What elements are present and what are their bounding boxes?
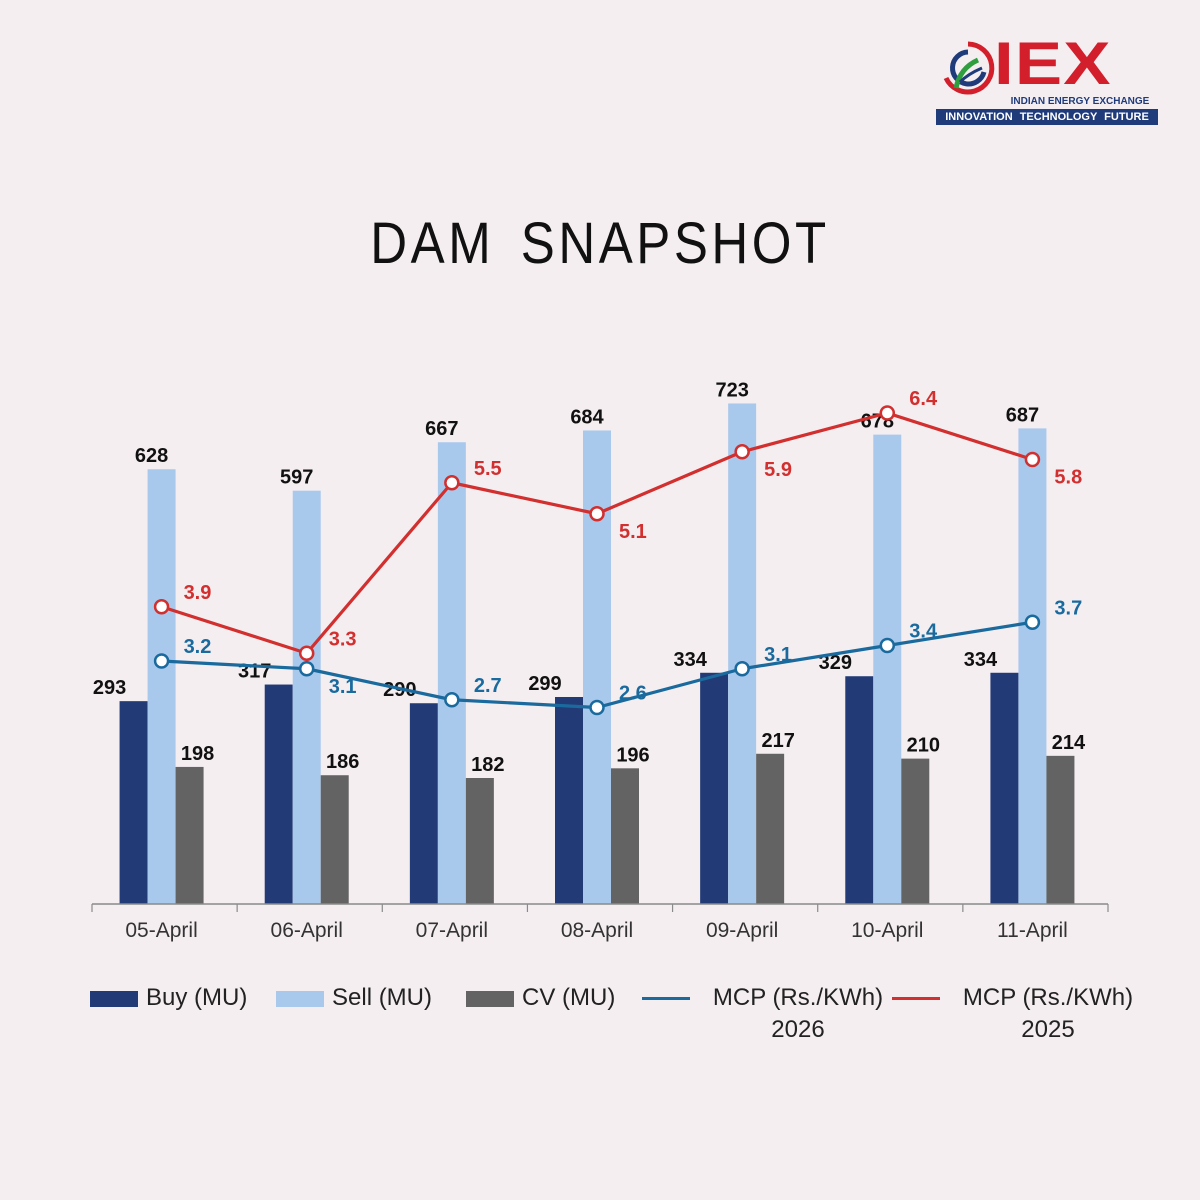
bar-cv-6	[1046, 755, 1075, 904]
legend-label-mcp-2025-line1: MCP (Rs./KWh)	[962, 984, 1134, 1011]
bar-label-buy-4: 334	[673, 649, 707, 671]
line-label-mcp2025-0: 3.9	[184, 582, 212, 604]
bar-sell-1	[292, 490, 321, 904]
x-tick-label-4: 09-April	[706, 919, 778, 942]
legend-label-mcp-2025-line2: 2025	[1021, 1016, 1075, 1043]
bar-cv-2	[465, 778, 494, 904]
x-tick-label-1: 06-April	[271, 919, 343, 942]
bar-buy-3	[555, 697, 583, 904]
bar-buy-0	[119, 701, 148, 904]
bar-buy-6	[990, 672, 1019, 904]
bar-label-cv-6: 214	[1052, 732, 1086, 754]
bar-cv-5	[901, 758, 930, 904]
x-tick-label-0: 05-April	[125, 919, 197, 942]
bar-sell-0	[147, 469, 176, 904]
legend-swatch-buy	[90, 991, 138, 1007]
bar-label-buy-0: 293	[93, 677, 126, 699]
iex-swirl-icon	[943, 41, 995, 95]
line-label-mcp2026-5: 3.4	[909, 621, 938, 643]
line-label-mcp2025-6: 5.8	[1054, 467, 1082, 489]
dam-combo-chart: 05-April 06-April 07-April 08-April 09-April…	[91, 379, 1109, 942]
bar-buy-1	[264, 684, 293, 904]
bar-label-sell-0: 628	[135, 445, 168, 467]
x-tick-label-6: 11-April	[997, 919, 1068, 942]
legend-swatch-cv	[466, 991, 514, 1007]
bar-label-cv-4: 217	[761, 730, 794, 752]
bar-label-cv-2: 182	[471, 754, 504, 776]
bar-cv-3	[611, 768, 639, 904]
legend-swatch-sell	[276, 991, 324, 1007]
bar-sell-2	[437, 442, 466, 904]
bar-label-cv-3: 196	[616, 744, 649, 766]
bar-sell-5	[873, 434, 902, 904]
bar-sell-4	[728, 403, 757, 904]
bar-buy-2	[409, 703, 438, 904]
point-mcp2026-0	[153, 653, 170, 669]
legend-line-mcp-2026	[642, 997, 690, 1000]
line-label-mcp2025-4: 5.9	[764, 459, 792, 481]
legend-label-mcp-2025: MCP (Rs./KWh) 2025	[948, 982, 1148, 1046]
point-mcp2026-3	[589, 699, 605, 716]
bar-label-buy-6: 334	[964, 649, 998, 671]
legend-label-sell: Sell (MU)	[332, 984, 432, 1011]
point-mcp2025-0	[153, 599, 170, 615]
page-title: DAM SNAPSHOT	[370, 211, 830, 276]
point-mcp2025-1	[298, 645, 315, 661]
bar-label-sell-6: 687	[1006, 404, 1039, 426]
bar-label-sell-1: 597	[280, 467, 313, 489]
x-tick-label-2: 07-April	[416, 919, 488, 942]
bar-buy-5	[845, 676, 874, 904]
legend-label-buy: Buy (MU)	[146, 984, 248, 1011]
bar-label-buy-5: 329	[819, 652, 852, 674]
bar-label-sell-3: 684	[570, 406, 604, 428]
bar-buy-4	[700, 672, 729, 904]
legend-line-mcp-2025	[892, 997, 940, 1000]
iex-logo: IEX INDIAN ENERGY EXCHANGE INNOVATION TE…	[934, 30, 1162, 126]
line-label-mcp2025-1: 3.3	[329, 628, 357, 650]
line-label-mcp2025-5: 6.4	[909, 388, 938, 410]
legend-label-mcp-2026-line2: 2026	[771, 1016, 825, 1043]
bar-cv-1	[320, 775, 349, 904]
point-mcp2025-4	[734, 444, 750, 460]
logo-tagline: INNOVATION TECHNOLOGY FUTURE	[936, 109, 1158, 125]
point-mcp2026-1	[298, 661, 315, 677]
line-label-mcp2025-2: 5.5	[474, 458, 502, 480]
bar-label-cv-0: 198	[181, 743, 214, 765]
bar-sell-6	[1018, 428, 1047, 904]
line-label-mcp2026-3: 2.6	[619, 683, 647, 705]
point-mcp2025-6	[1024, 451, 1041, 468]
line-label-mcp2025-3: 5.1	[619, 521, 647, 543]
line-label-mcp2026-0: 3.2	[184, 636, 212, 658]
point-mcp2025-3	[589, 506, 605, 522]
legend-label-cv: CV (MU)	[522, 984, 616, 1011]
bar-cv-4	[756, 753, 785, 904]
x-tick-label-3: 08-April	[561, 919, 633, 942]
point-mcp2026-6	[1024, 614, 1041, 630]
bar-label-cv-5: 210	[907, 735, 940, 757]
point-mcp2025-5	[879, 405, 896, 421]
line-label-mcp2026-4: 3.1	[764, 644, 792, 666]
legend-label-mcp-2026: MCP (Rs./KWh) 2026	[698, 982, 898, 1046]
logo-subtitle: INDIAN ENERGY EXCHANGE	[1010, 96, 1150, 107]
point-mcp2026-4	[734, 661, 750, 677]
bar-cv-0	[175, 766, 204, 904]
logo-wordmark: IEX	[994, 30, 1112, 97]
line-label-mcp2026-2: 2.7	[474, 675, 502, 697]
bar-label-sell-2: 667	[425, 418, 458, 440]
legend-label-mcp-2026-line1: MCP (Rs./KWh)	[712, 984, 884, 1011]
bar-label-sell-4: 723	[715, 379, 748, 401]
line-label-mcp2026-1: 3.1	[329, 676, 357, 698]
bar-label-cv-1: 186	[326, 751, 359, 773]
point-mcp2025-2	[444, 475, 460, 491]
x-tick-label-5: 10-April	[851, 919, 923, 942]
bar-label-buy-3: 299	[528, 673, 561, 695]
line-label-mcp2026-6: 3.7	[1054, 597, 1082, 619]
point-mcp2026-2	[444, 692, 460, 708]
bar-sell-3	[583, 430, 611, 904]
point-mcp2026-5	[879, 637, 896, 654]
